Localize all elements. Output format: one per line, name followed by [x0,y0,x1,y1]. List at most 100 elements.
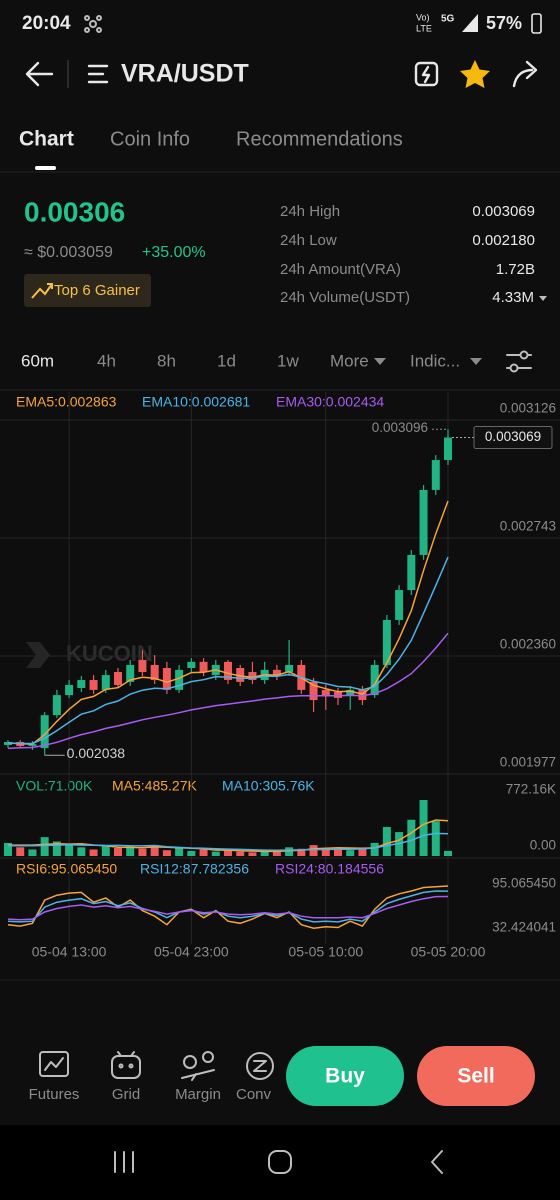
signal-icon [462,14,478,32]
stat-label: 24h Volume(USDT) [280,289,410,306]
volume-bar [358,848,367,856]
interval[interactable]: 1d [217,351,236,370]
sell-button[interactable] [417,1046,535,1106]
price-change: +35.00% [142,244,206,261]
candle-body [431,460,440,490]
nav-icon [181,1051,215,1081]
x-tick-label: 05-05 10:00 [288,944,363,960]
candle-body [370,664,379,696]
interval[interactable]: 4h [97,351,116,370]
volume-bar [40,837,49,856]
rsi-legend: RSI12:87.782356 [140,861,249,877]
candle-body [150,664,159,681]
buy-button[interactable] [286,1046,404,1106]
rsi-line [7,890,449,923]
alert-button[interactable] [414,61,439,87]
max-label: 0.003096 [372,420,428,435]
sell-label: Sell [457,1065,494,1088]
last-price-label: 0.003069 [485,429,541,444]
interval-more[interactable]: More [330,351,369,370]
watermark: KUCOIN [66,641,153,666]
candle-body [114,672,122,685]
interval[interactable]: 60m [21,351,54,370]
share-button[interactable] [512,60,538,88]
candle-body [77,680,86,689]
back-nav-button[interactable] [431,1150,443,1174]
tab[interactable]: Coin Info [110,128,190,150]
recents-button[interactable] [114,1151,134,1173]
candle-body [199,661,208,673]
candle-body [101,675,110,690]
volume-bar [101,845,110,856]
y-tick-label: 0.002360 [500,637,556,652]
rsi-tick-label: 32.424041 [492,920,556,935]
tab[interactable]: Recommendations [236,128,403,150]
y-tick-label: 0.003126 [500,401,556,416]
candle-body [89,680,98,690]
x-tick-label: 05-04 23:00 [154,944,229,960]
dropdown-icon [539,296,547,301]
nav-icon [246,1052,274,1080]
ema-legend: EMA30:0.002434 [276,394,384,410]
ema-legend: EMA10:0.002681 [142,394,250,410]
indicators[interactable]: Indic... [410,351,460,370]
menu-button[interactable] [87,64,109,84]
candle-body [236,668,245,682]
x-tick-label: 05-04 13:00 [32,944,107,960]
stat-value: 0.002180 [472,232,535,249]
volume-bar [321,848,330,856]
back-button[interactable] [25,61,54,87]
volume-bar [272,851,281,856]
gainer-badge[interactable] [24,274,151,307]
nav-item[interactable]: Margin [175,1086,221,1103]
volume-bar [370,842,379,856]
rsi-line [7,895,449,921]
candle-body [40,715,49,749]
home-button[interactable] [268,1150,292,1174]
rsi-legend: RSI24:80.184556 [275,861,384,877]
volume-bar [407,819,416,856]
status-network: 5G [441,14,455,25]
candle-body [28,744,37,746]
dropdown-icon [470,358,482,365]
nav-icon [111,1051,141,1079]
badge-text: Top 6 Gainer [54,282,140,299]
buy-label: Buy [325,1065,365,1088]
ema-line [7,632,449,750]
nav-item[interactable]: Grid [112,1086,140,1103]
nav-item[interactable]: Futures [29,1086,80,1103]
ema-line [7,556,449,745]
candle-body [138,660,147,673]
volume-bar [65,845,74,856]
volume-bar [77,847,86,856]
volume-bar [211,851,220,856]
watermark-logo [26,642,50,668]
volume-bar [248,852,257,856]
interval[interactable]: 8h [157,351,176,370]
tab[interactable]: Chart [19,128,74,151]
status-icon [84,15,102,33]
stat-value: 1.72B [496,261,535,278]
battery-icon [531,13,542,34]
interval[interactable]: 1w [277,351,299,370]
candle-body [272,669,281,677]
system-nav [0,1125,560,1200]
volume-bar [162,850,171,856]
chart-settings[interactable] [506,350,532,373]
volume-bar [285,847,294,856]
nav-item[interactable]: Conv [236,1086,272,1103]
stat-value: 0.003069 [472,203,535,220]
volume-bar [138,848,147,856]
fiat-price: ≈ $0.003059 [24,244,113,261]
favorite-button[interactable] [460,60,490,88]
candle-body [309,681,318,701]
rsi-legend: RSI6:95.065450 [16,861,117,877]
volume-bar [199,849,208,856]
pair-title: VRA/USDT [121,60,249,88]
volume-bar [309,845,318,856]
rsi-tick-label: 95.065450 [492,876,556,891]
badge-icon [31,283,53,299]
candle-body [52,695,61,716]
